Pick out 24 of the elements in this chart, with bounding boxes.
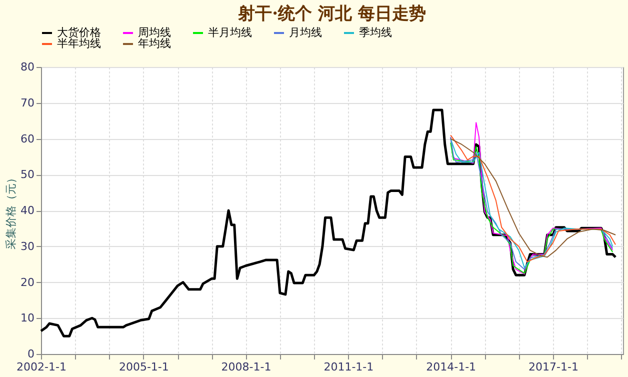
y-tick-label: 40 [20,204,34,217]
x-tick-label: 2014-1-1 [426,360,476,374]
x-tick-label: 2005-1-1 [118,360,169,374]
legend-label: 年均线 [138,37,171,50]
y-tick-label: 10 [20,312,34,325]
y-tick-label: 20 [20,276,34,289]
y-tick-label: 0 [28,348,34,360]
x-tick-label: 2011-1-1 [324,360,374,374]
chart-title: 射干·统个 河北 每日走势 [237,4,426,24]
x-tick-label: 2017-1-1 [528,360,578,374]
y-axis-title: 采集价格（元） [4,172,18,250]
legend-label: 半年均线 [57,37,101,50]
legend-label: 半月均线 [208,26,252,39]
y-tick-label: 50 [20,168,34,182]
y-tick-label: 60 [20,132,34,146]
x-tick-label: 2008-1-1 [221,360,272,374]
legend-label: 季均线 [359,26,392,39]
x-tick-label: 2002-1-1 [16,360,66,374]
y-tick-label: 70 [20,96,34,110]
legend-label: 月均线 [289,26,322,39]
y-tick-label: 30 [20,240,34,253]
y-tick-label: 80 [20,60,34,74]
legend-label: 周均线 [138,26,171,39]
legend-label: 大货价格 [57,26,101,39]
